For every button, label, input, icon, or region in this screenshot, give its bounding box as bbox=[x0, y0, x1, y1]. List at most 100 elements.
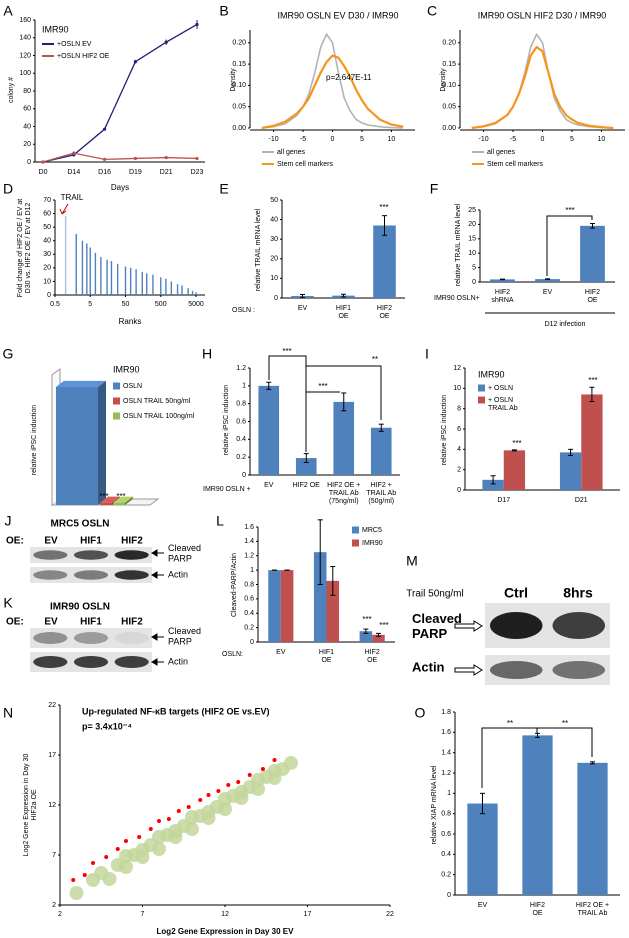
legend-label: OSLN bbox=[123, 383, 142, 390]
point bbox=[236, 780, 241, 784]
point bbox=[71, 878, 76, 882]
x-tick-label: HIF2 + TRAIL Ab (50g/ml) bbox=[366, 482, 396, 505]
point bbox=[251, 773, 265, 787]
point bbox=[185, 810, 199, 824]
point bbox=[148, 827, 153, 831]
band-label: Cleaved PARP bbox=[168, 626, 201, 646]
y-axis-label: relative XIAP mRNA level bbox=[431, 765, 438, 844]
x-axis-label: Days bbox=[111, 183, 129, 192]
y-tick-label: 0.2 bbox=[244, 624, 254, 631]
x-tick-label: HIF2 OE bbox=[377, 305, 392, 320]
y-tick-label: 8 bbox=[457, 406, 461, 413]
bar bbox=[295, 458, 317, 475]
blot-band bbox=[490, 661, 543, 679]
legend-swatch bbox=[478, 384, 485, 392]
x-tick-label-line: HIF2 bbox=[377, 305, 392, 312]
y-tick-label: 1.4 bbox=[244, 538, 254, 545]
y-tick-label: 0 bbox=[472, 279, 476, 286]
row-label: IMR90 OSLN + bbox=[203, 486, 251, 493]
y-axis-label: relative TRAIL mRNA level bbox=[255, 208, 262, 291]
y-tick-label: 0 bbox=[250, 639, 254, 646]
x-tick-label-line: OE bbox=[367, 657, 377, 664]
y-tick-label: 100 bbox=[19, 70, 31, 77]
panel-letter: H bbox=[202, 346, 212, 362]
row-label: IMR90 OSLN+ bbox=[434, 295, 480, 302]
y-axis-label: Density bbox=[230, 68, 237, 92]
y-tick-label: 10 bbox=[43, 278, 51, 285]
point bbox=[247, 773, 252, 777]
bar bbox=[577, 762, 608, 895]
panel-letter: L bbox=[216, 513, 224, 529]
x-tick-label-line: HIF2 bbox=[585, 289, 600, 296]
point bbox=[195, 22, 199, 27]
bar bbox=[559, 452, 582, 490]
bar bbox=[373, 225, 396, 298]
panel-letter: K bbox=[3, 595, 13, 611]
annotation: *** bbox=[379, 203, 388, 212]
bar bbox=[482, 479, 504, 490]
panel-letter: A bbox=[3, 3, 13, 19]
density-curve bbox=[471, 33, 614, 129]
y-axis-label-line: Log2 Gene Expression in Day 30 bbox=[23, 754, 30, 857]
point bbox=[166, 817, 171, 821]
x-tick-label: 0 bbox=[541, 136, 545, 143]
x-axis-label: Ranks bbox=[119, 317, 142, 326]
legend-title: IMR90 bbox=[42, 24, 69, 34]
annotation: ** bbox=[507, 719, 513, 728]
x-tick-label: HIF2 OE bbox=[365, 649, 380, 664]
point bbox=[164, 40, 168, 44]
y-axis-label: Cleaved-PARP/Actin bbox=[231, 553, 238, 617]
blot-band bbox=[33, 550, 68, 560]
point bbox=[234, 785, 249, 799]
y-tick-label: 40 bbox=[23, 123, 31, 130]
x-tick-label-line: HIF2 OE + bbox=[327, 482, 360, 489]
y-tick-label: 0 bbox=[457, 487, 461, 494]
point bbox=[41, 160, 45, 164]
y-tick-label: 140 bbox=[19, 35, 31, 42]
y-tick-label: 0.10 bbox=[232, 82, 246, 89]
x-tick-label: -10 bbox=[269, 136, 279, 143]
lane-label: EV bbox=[44, 536, 58, 547]
legend-swatch bbox=[113, 382, 120, 390]
y-tick-label: 40 bbox=[43, 238, 51, 245]
y-tick-label: 1.2 bbox=[236, 365, 246, 372]
point bbox=[135, 843, 150, 857]
point bbox=[82, 873, 87, 877]
x-tick-label: 10 bbox=[598, 136, 606, 143]
y-tick-label: 10 bbox=[453, 385, 461, 392]
bar bbox=[372, 634, 385, 642]
legend-swatch bbox=[113, 412, 120, 420]
point bbox=[103, 127, 107, 131]
point bbox=[157, 819, 161, 823]
point bbox=[133, 156, 137, 161]
y-tick-label: 1 bbox=[250, 567, 254, 574]
lane-prefix: OE: bbox=[6, 536, 24, 547]
point bbox=[218, 802, 232, 816]
x-tick-label-line: HIF2 bbox=[495, 289, 510, 296]
x-axis-label: Log2 Gene Expression in Day 30 EV bbox=[157, 927, 295, 936]
density-curve bbox=[261, 54, 404, 130]
y-tick-label: 0.8 bbox=[441, 811, 451, 818]
blot-band bbox=[33, 656, 68, 668]
bar bbox=[467, 803, 498, 895]
y-tick-label: 15 bbox=[468, 236, 476, 243]
point bbox=[91, 861, 95, 865]
x-tick-label: 17 bbox=[304, 911, 312, 918]
y-tick-label: 0.2 bbox=[236, 454, 246, 461]
band-label: Actin bbox=[412, 659, 445, 674]
bar-side bbox=[125, 496, 133, 505]
legend-label: MRC5 bbox=[362, 527, 382, 534]
annotation: TRAIL bbox=[61, 193, 84, 202]
band-label-line: PARP bbox=[412, 626, 447, 641]
point bbox=[69, 886, 84, 900]
y-tick-label: 0.8 bbox=[236, 401, 246, 408]
point bbox=[72, 151, 76, 155]
point bbox=[216, 789, 221, 793]
panel-letter: B bbox=[219, 3, 228, 19]
bar bbox=[490, 279, 515, 282]
blot-band bbox=[33, 632, 68, 644]
point bbox=[133, 60, 137, 64]
panel-letter: C bbox=[427, 3, 437, 19]
